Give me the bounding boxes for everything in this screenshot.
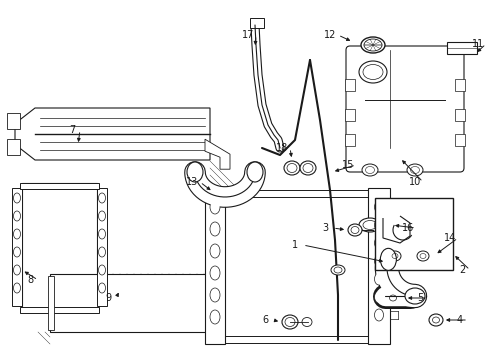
- Ellipse shape: [428, 314, 442, 326]
- Ellipse shape: [98, 193, 105, 203]
- Ellipse shape: [14, 247, 20, 257]
- Text: 10: 10: [408, 177, 420, 187]
- Ellipse shape: [209, 200, 220, 214]
- Ellipse shape: [374, 273, 383, 285]
- Ellipse shape: [209, 310, 220, 324]
- Polygon shape: [204, 139, 229, 169]
- Ellipse shape: [98, 283, 105, 293]
- Bar: [454, 79, 464, 91]
- Ellipse shape: [209, 288, 220, 302]
- Text: 4: 4: [456, 315, 462, 325]
- Ellipse shape: [374, 219, 383, 231]
- Ellipse shape: [284, 161, 299, 175]
- Text: 16: 16: [401, 223, 413, 233]
- Bar: [48, 276, 54, 330]
- Text: 13: 13: [185, 177, 198, 187]
- Text: 14: 14: [443, 233, 455, 243]
- Bar: [345, 134, 354, 146]
- Bar: [454, 109, 464, 121]
- Bar: [20, 307, 99, 313]
- Ellipse shape: [299, 161, 315, 175]
- Text: 11: 11: [471, 39, 483, 49]
- Bar: [205, 276, 212, 330]
- Ellipse shape: [385, 292, 399, 304]
- Ellipse shape: [374, 237, 383, 249]
- Text: 2: 2: [458, 265, 464, 275]
- Ellipse shape: [98, 229, 105, 239]
- Ellipse shape: [330, 265, 345, 275]
- Ellipse shape: [380, 248, 396, 270]
- Text: 15: 15: [341, 160, 353, 170]
- Ellipse shape: [98, 247, 105, 257]
- Ellipse shape: [416, 251, 428, 261]
- Bar: [345, 109, 354, 121]
- Ellipse shape: [14, 283, 20, 293]
- Bar: [97, 188, 107, 306]
- Text: 7: 7: [69, 125, 75, 135]
- Ellipse shape: [98, 265, 105, 275]
- Bar: [22, 183, 97, 311]
- Ellipse shape: [374, 201, 383, 213]
- Bar: [204, 188, 224, 344]
- Polygon shape: [7, 113, 20, 129]
- Ellipse shape: [406, 164, 422, 176]
- Ellipse shape: [98, 211, 105, 221]
- Ellipse shape: [374, 291, 383, 303]
- Bar: [221, 190, 369, 197]
- Ellipse shape: [282, 315, 297, 329]
- Bar: [50, 274, 209, 332]
- Ellipse shape: [358, 218, 380, 232]
- Bar: [367, 188, 389, 344]
- Text: 18: 18: [275, 143, 287, 153]
- Bar: [446, 42, 476, 54]
- Text: 6: 6: [262, 315, 267, 325]
- Text: 17: 17: [242, 30, 254, 40]
- Ellipse shape: [404, 288, 424, 304]
- Ellipse shape: [14, 193, 20, 203]
- Bar: [345, 79, 354, 91]
- Ellipse shape: [347, 224, 361, 236]
- Polygon shape: [7, 139, 20, 155]
- Ellipse shape: [209, 244, 220, 258]
- Ellipse shape: [14, 211, 20, 221]
- Bar: [249, 18, 264, 28]
- Bar: [12, 188, 22, 306]
- Ellipse shape: [302, 318, 311, 327]
- Ellipse shape: [186, 162, 203, 182]
- FancyBboxPatch shape: [346, 46, 463, 172]
- Bar: [223, 192, 369, 340]
- Ellipse shape: [209, 266, 220, 280]
- Ellipse shape: [388, 251, 400, 261]
- Bar: [454, 134, 464, 146]
- Text: 5: 5: [416, 293, 422, 303]
- Bar: [374, 198, 452, 270]
- Ellipse shape: [361, 164, 377, 176]
- Ellipse shape: [209, 222, 220, 236]
- Text: 8: 8: [27, 275, 33, 285]
- Text: 1: 1: [291, 240, 298, 250]
- Ellipse shape: [14, 265, 20, 275]
- Bar: [221, 336, 369, 343]
- Ellipse shape: [14, 229, 20, 239]
- Text: 3: 3: [321, 223, 327, 233]
- Ellipse shape: [246, 162, 263, 182]
- Ellipse shape: [374, 309, 383, 321]
- Ellipse shape: [360, 37, 384, 53]
- Ellipse shape: [374, 255, 383, 267]
- Ellipse shape: [358, 61, 386, 83]
- Bar: [20, 183, 99, 189]
- Polygon shape: [15, 108, 209, 160]
- Text: 12: 12: [323, 30, 336, 40]
- Text: 9: 9: [105, 293, 111, 303]
